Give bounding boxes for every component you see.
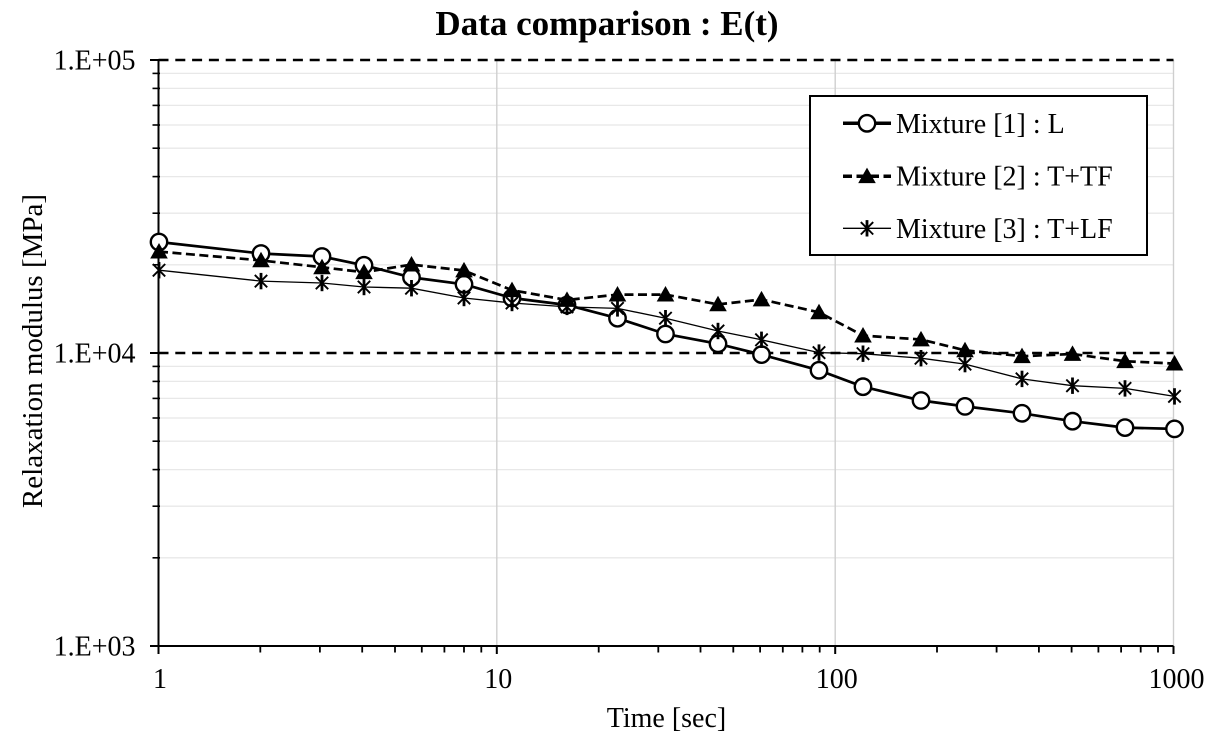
- svg-text:100: 100: [816, 664, 858, 695]
- svg-text:Mixture [3] : T+LF: Mixture [3] : T+LF: [896, 214, 1113, 245]
- svg-text:1000: 1000: [1149, 664, 1205, 695]
- svg-text:1.E+04: 1.E+04: [54, 339, 136, 370]
- svg-text:1.E+05: 1.E+05: [54, 46, 136, 77]
- svg-text:Data comparison : E(t): Data comparison : E(t): [435, 4, 778, 43]
- svg-text:Mixture [1] : L: Mixture [1] : L: [896, 109, 1065, 140]
- svg-text:Mixture [2] : T+TF: Mixture [2] : T+TF: [896, 162, 1113, 193]
- svg-text:Relaxation modulus [MPa]: Relaxation modulus [MPa]: [17, 194, 49, 508]
- svg-text:1: 1: [153, 664, 167, 695]
- svg-text:1.E+03: 1.E+03: [54, 632, 136, 663]
- svg-text:10: 10: [484, 664, 512, 695]
- svg-text:Time [sec]: Time [sec]: [607, 703, 727, 734]
